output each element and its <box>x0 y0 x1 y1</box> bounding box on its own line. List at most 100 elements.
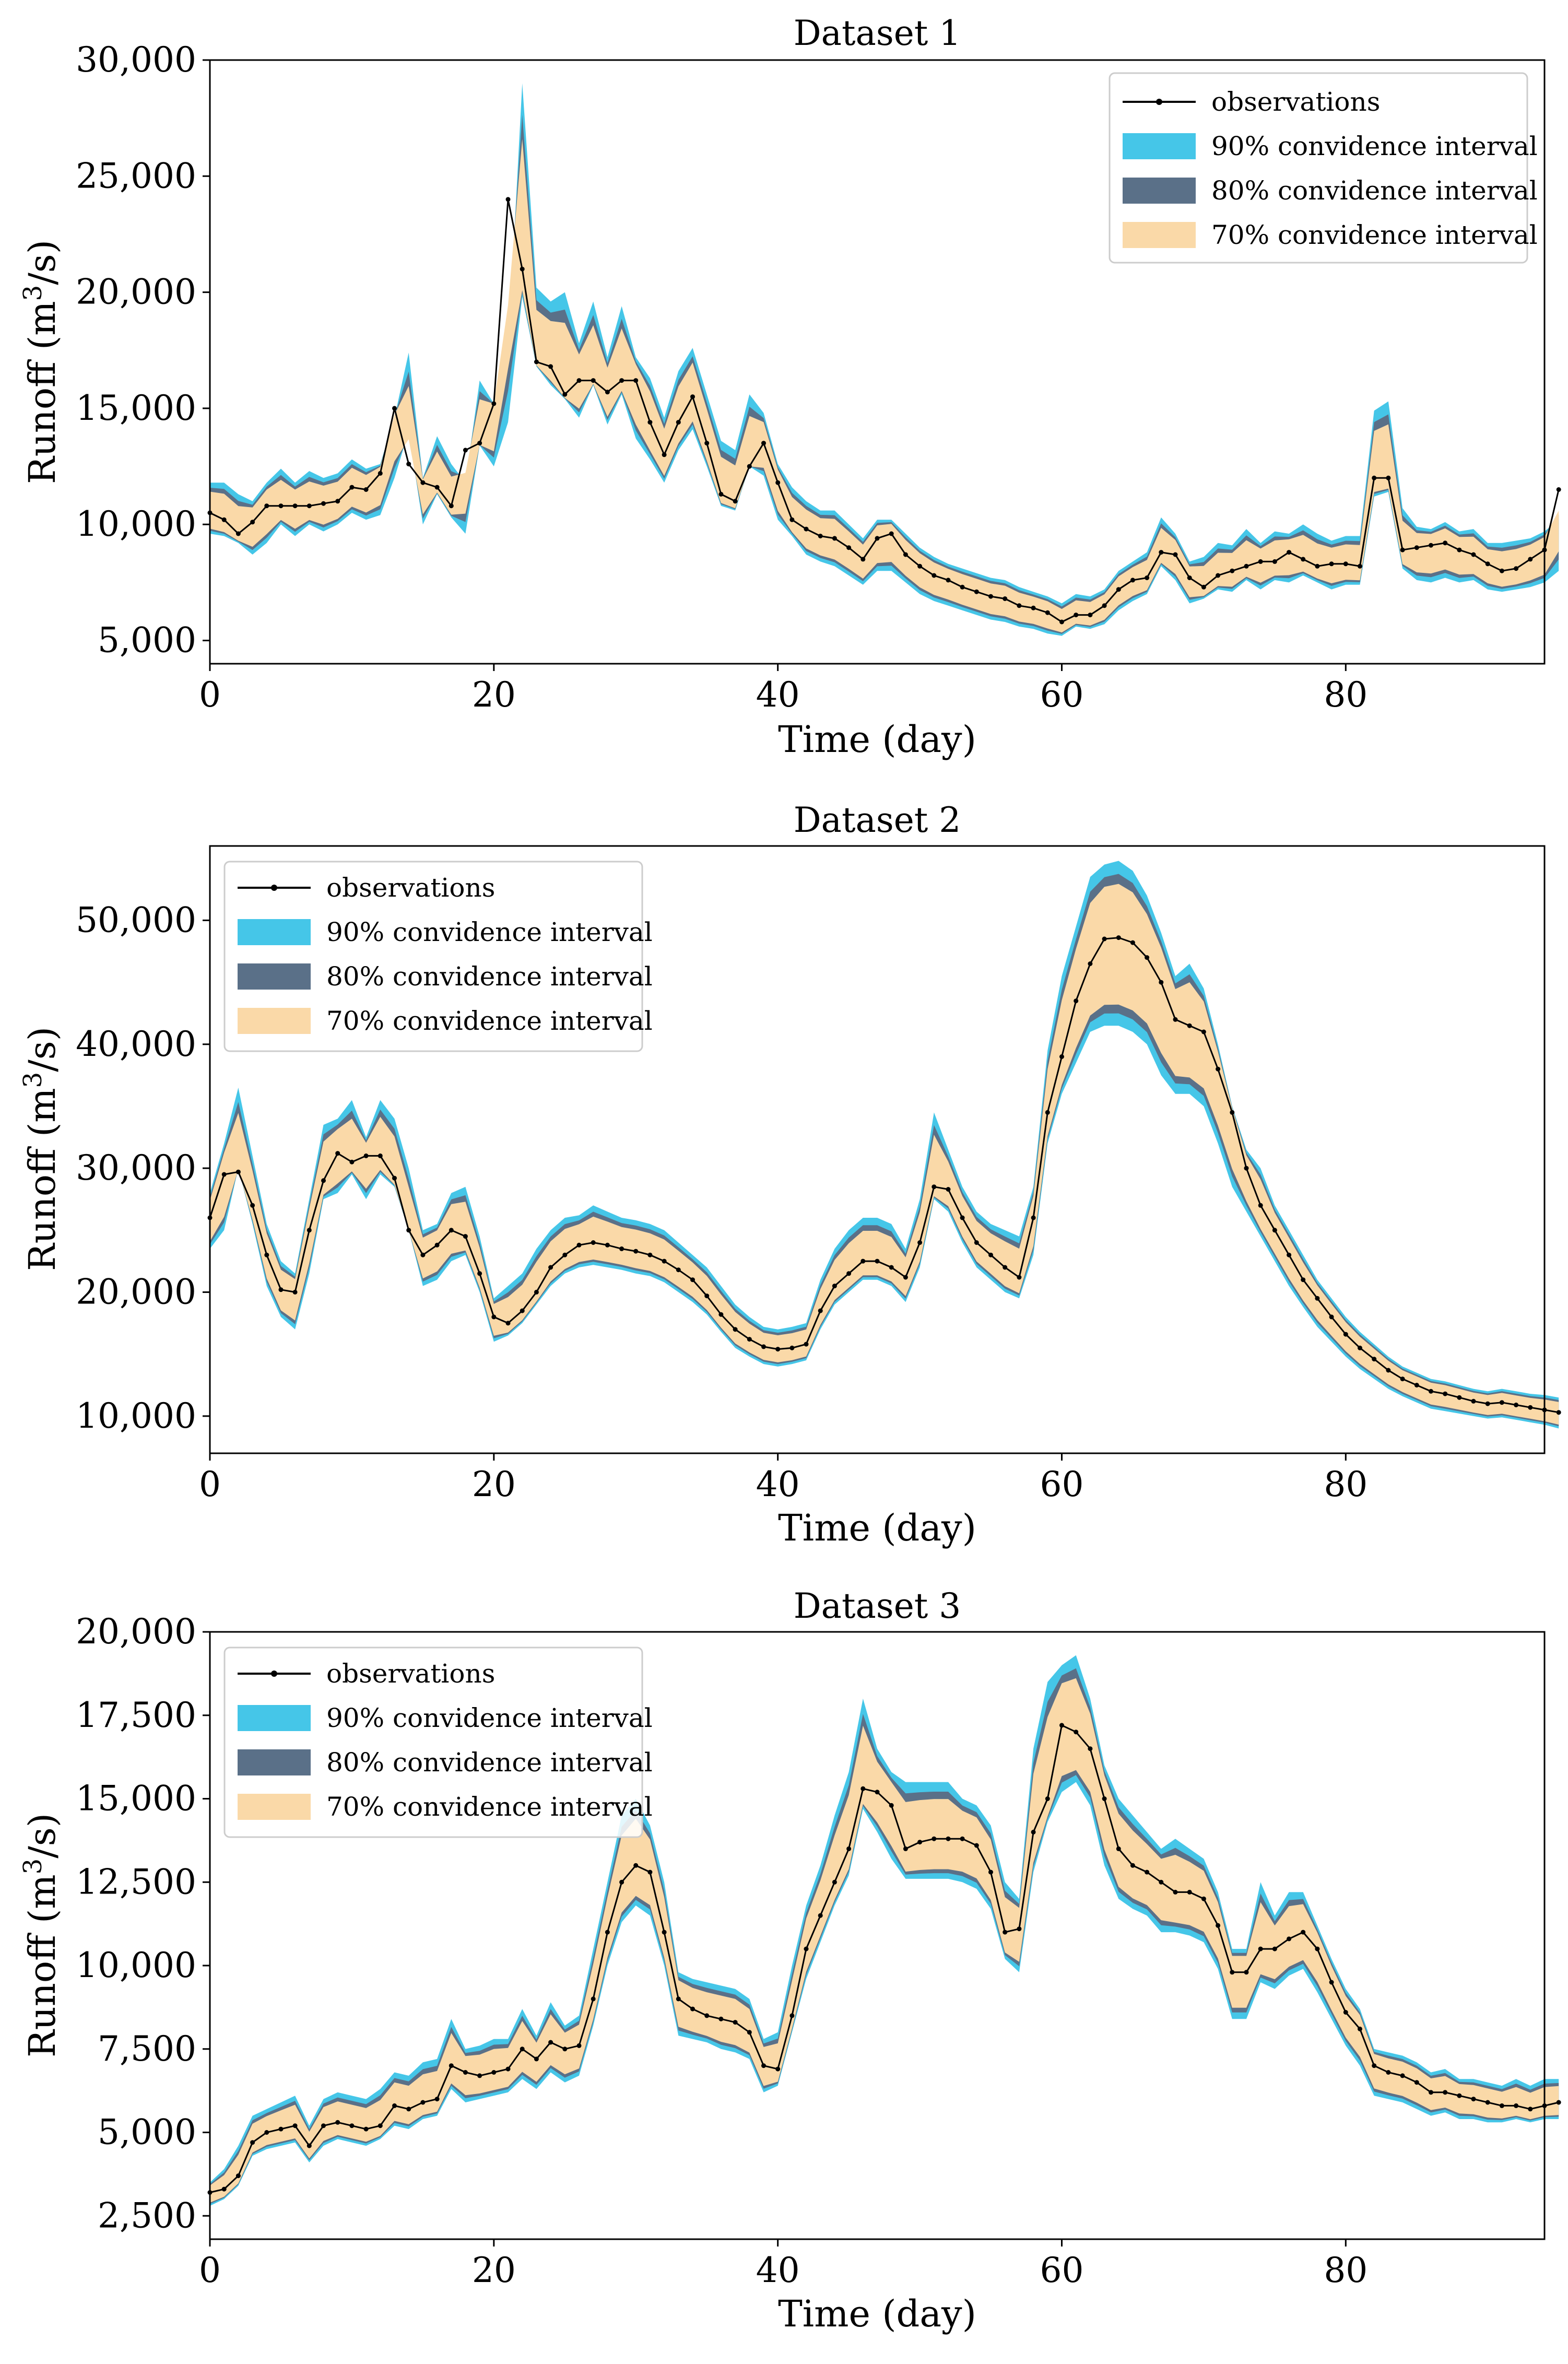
plot-area <box>207 83 1561 636</box>
observation-point <box>633 1249 639 1254</box>
x-axis-label: Time (day) <box>778 1507 976 1549</box>
x-tick-label: 60 <box>1040 1464 1083 1504</box>
observation-point <box>562 392 568 397</box>
observation-point <box>349 1159 355 1165</box>
x-tick-label: 60 <box>1040 2250 1083 2290</box>
legend-box <box>1109 72 1528 264</box>
observation-point <box>1499 2103 1504 2108</box>
observation-point <box>1145 1869 1150 1875</box>
observation-point <box>1358 563 1362 569</box>
ci80-band <box>210 874 1559 1427</box>
observation-point <box>491 401 497 406</box>
observation-point <box>505 1321 511 1326</box>
legend-swatch-ci90 <box>1123 133 1196 159</box>
observation-point <box>1343 2010 1348 2015</box>
legend-label-ci70: 70% convidence interval <box>326 1006 653 1036</box>
observation-point <box>1173 552 1178 557</box>
observation-point <box>534 2056 539 2062</box>
observation-point <box>548 1265 553 1270</box>
observation-point <box>477 2073 482 2078</box>
observation-point <box>420 1252 426 1257</box>
observation-point <box>1074 1730 1079 1735</box>
observation-point <box>988 594 993 599</box>
observation-point <box>1471 2097 1476 2102</box>
observation-point <box>960 1215 965 1220</box>
observation-point <box>1159 1879 1164 1885</box>
observation-point <box>832 1879 837 1885</box>
observation-point <box>619 378 624 383</box>
y-tick-label: 40,000 <box>76 1024 196 1064</box>
observation-point <box>1102 1796 1107 1801</box>
observation-point <box>875 1259 880 1264</box>
observation-point <box>1045 1110 1050 1115</box>
observation-point <box>591 1240 596 1245</box>
x-tick-label: 40 <box>756 675 800 715</box>
observation-point <box>889 531 894 536</box>
observation-point <box>860 557 866 562</box>
y-tick-label: 17,500 <box>76 1695 196 1735</box>
observation-point <box>264 503 269 509</box>
observation-point <box>1031 1829 1036 1834</box>
observation-point <box>306 2143 312 2148</box>
observation-point <box>818 1308 823 1313</box>
observation-point <box>235 531 241 536</box>
observation-point <box>1528 1405 1533 1410</box>
observation-point <box>1471 552 1476 557</box>
observation-point <box>605 1242 610 1248</box>
observation-point <box>505 2066 511 2072</box>
observation-point <box>1556 2100 1561 2105</box>
observation-point <box>250 520 255 525</box>
observation-point <box>1287 1936 1292 1942</box>
legend-label-ci70: 70% convidence interval <box>1211 220 1538 250</box>
observation-point <box>1003 596 1008 601</box>
observation-point <box>946 1836 951 1841</box>
observation-point <box>903 1846 908 1851</box>
legend-label-observations: observations <box>1211 87 1380 117</box>
y-tick-label: 12,500 <box>76 1862 196 1902</box>
observation-point <box>1059 1054 1064 1059</box>
observation-point <box>932 1836 937 1841</box>
observation-point <box>1017 603 1022 608</box>
plot-area <box>207 1655 1561 2206</box>
observation-point <box>1386 1368 1391 1373</box>
observation-point <box>1400 1377 1405 1382</box>
observation-point <box>449 2063 454 2068</box>
observation-point <box>1187 575 1192 580</box>
observation-point <box>335 2120 340 2125</box>
observation-point <box>1329 1314 1334 1320</box>
observation-point <box>1230 568 1235 573</box>
observation-point <box>378 1153 383 1158</box>
legend-label-ci80: 80% convidence interval <box>1211 175 1538 206</box>
observation-point <box>221 517 227 522</box>
observation-point <box>576 1242 582 1248</box>
x-tick-label: 20 <box>472 1464 516 1504</box>
observation-point <box>321 501 326 506</box>
observation-point <box>789 2013 795 2018</box>
observation-point <box>420 2100 426 2105</box>
observation-point <box>662 452 667 457</box>
observation-point <box>860 1786 866 1791</box>
observation-point <box>250 1203 255 1208</box>
observation-point <box>988 1252 993 1257</box>
observation-point <box>1201 1029 1206 1034</box>
observation-point <box>520 1308 525 1313</box>
observation-point <box>662 1259 667 1264</box>
observation-point <box>690 1277 695 1283</box>
observation-point <box>619 1879 624 1885</box>
observation-point <box>1301 1277 1306 1283</box>
observation-point <box>520 2047 525 2052</box>
observation-point <box>235 1169 241 1174</box>
observation-point <box>1244 1970 1249 1975</box>
legend-label-ci90: 90% convidence interval <box>1211 131 1538 161</box>
observation-point <box>1116 935 1121 940</box>
y-axis-label: Runoff (m3/s) <box>18 1813 64 2057</box>
observation-point <box>491 1314 497 1320</box>
y-axis-ticks: 2,500 5,000 7,500 10,000 12,500 15,000 17,500 2… <box>76 1612 210 2236</box>
observation-point <box>633 378 639 383</box>
observation-point <box>676 1996 681 2002</box>
x-tick-label: 40 <box>756 2250 800 2290</box>
y-tick-label: 10,000 <box>76 1396 196 1436</box>
axes-frame <box>209 845 1546 1454</box>
observation-point <box>818 534 823 538</box>
observation-point <box>278 2126 284 2132</box>
